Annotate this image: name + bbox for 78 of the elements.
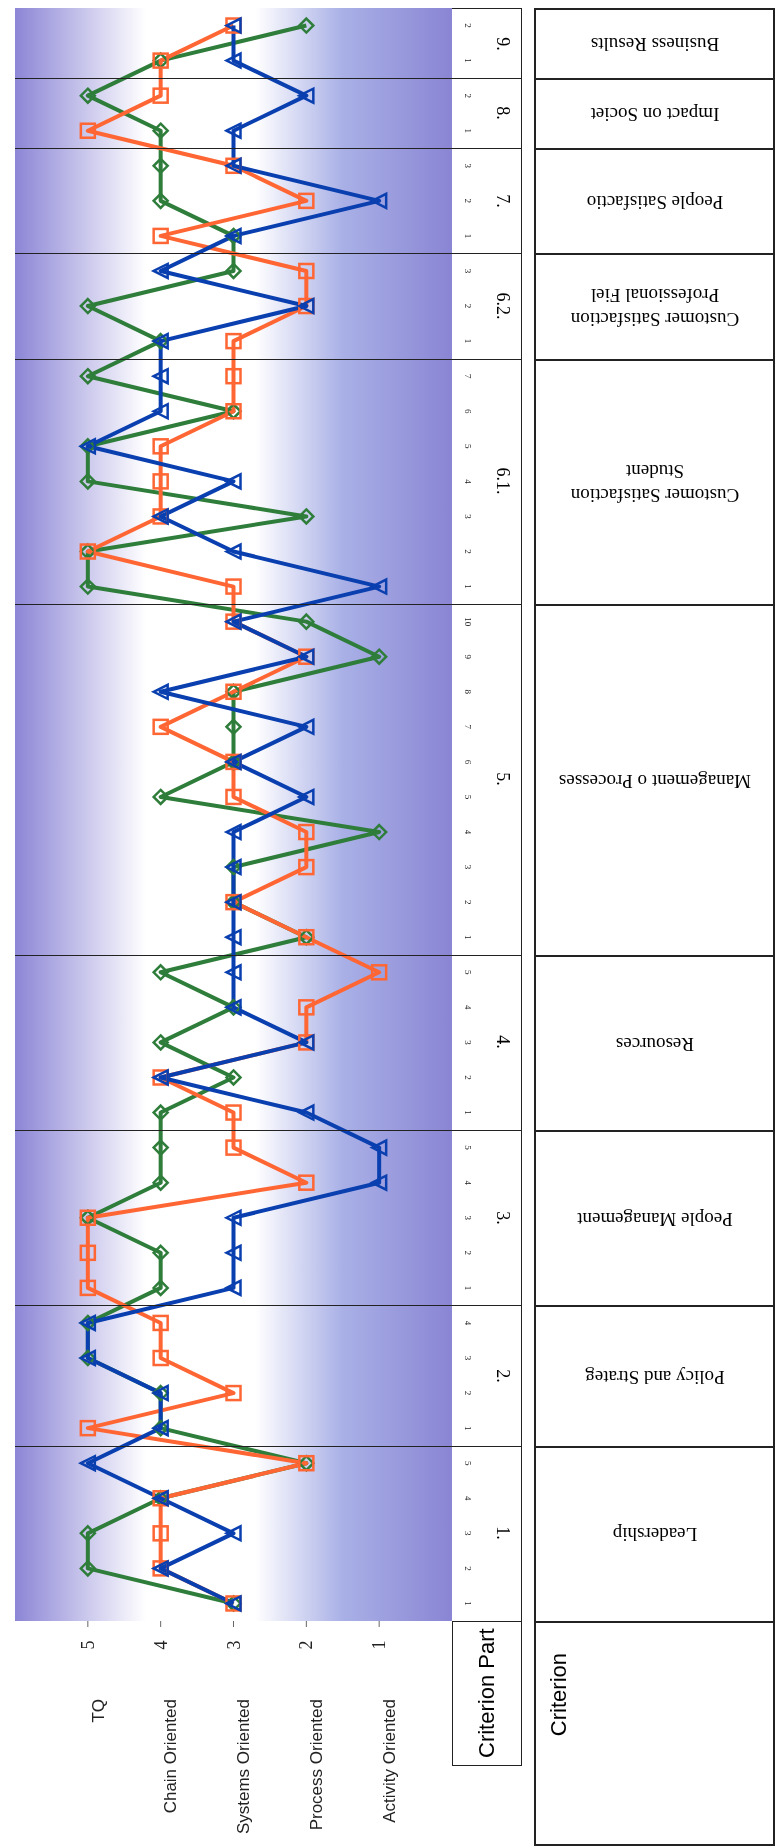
y-tick-label: 3	[463, 1531, 473, 1537]
y-tick-label: 2	[463, 1250, 473, 1256]
y-tick-label: 4	[463, 1180, 473, 1186]
y-tick-label: 7	[463, 373, 473, 379]
text: Customer Satisfaction Professional Fiel	[569, 284, 740, 331]
text: 1.	[492, 1525, 514, 1543]
y-tick-label: 1	[463, 1110, 473, 1115]
text: 7.	[492, 193, 514, 210]
y-tick-label: 1	[463, 233, 473, 239]
text: Process Oriented	[306, 1699, 328, 1831]
y-tick-label: 3	[463, 163, 473, 169]
y-tick-label: 2	[463, 1075, 473, 1080]
text: 6.2.	[492, 292, 514, 320]
y-tick-label: 3	[463, 864, 473, 870]
x-tick-label: 1	[369, 1640, 390, 1650]
text: Systems Oriented	[233, 1699, 255, 1835]
y-tick-label: 5	[463, 794, 473, 800]
text: 9.	[492, 36, 514, 53]
text: TQ	[87, 1699, 109, 1723]
x-tick-label: 5	[77, 1640, 98, 1650]
y-tick-label: 5	[463, 444, 473, 450]
text: People Management	[575, 1207, 734, 1231]
y-tick-label: 4	[463, 1320, 473, 1326]
y-tick-label: 2	[463, 198, 473, 204]
x-tick-label: 2	[296, 1640, 317, 1650]
y-tick-label: 6	[463, 409, 473, 414]
text: People Satisfactio	[585, 190, 724, 214]
y-tick-label: 4	[463, 479, 473, 485]
text: 6.1.	[492, 467, 514, 495]
y-tick-label: 1	[463, 584, 473, 589]
y-tick-label: 1	[463, 1285, 473, 1291]
text: 2.	[492, 1367, 514, 1385]
text: 4.	[492, 1034, 514, 1052]
y-tick-label: 3	[463, 1215, 473, 1221]
y-tick-label: 9	[463, 654, 473, 660]
y-tick-label: 4	[463, 829, 473, 835]
text: Resources	[614, 1032, 695, 1056]
y-tick-label: 5	[463, 970, 473, 976]
text: Business Results	[589, 32, 720, 56]
y-tick-label: 10	[463, 617, 473, 627]
y-tick-label: 3	[463, 1355, 473, 1361]
y-tick-label: 6	[463, 759, 473, 765]
y-tick-label: 2	[463, 549, 473, 554]
text: 3.	[492, 1210, 514, 1227]
y-tick-label: 2	[463, 1390, 473, 1396]
y-tick-label: 2	[463, 23, 473, 28]
y-tick-label: 1	[463, 58, 473, 63]
y-tick-label: 3	[463, 268, 473, 274]
y-tick-label: 1	[463, 1425, 473, 1431]
y-tick-label: 1	[463, 934, 473, 940]
text: Policy and Strateg	[583, 1365, 726, 1389]
y-tick-label: 2	[463, 1566, 473, 1571]
y-tick-label: 8	[463, 689, 473, 695]
y-tick-label: 4	[463, 1005, 473, 1011]
y-tick-label: 3	[463, 514, 473, 520]
text: 8.	[492, 105, 514, 122]
text: 5.	[492, 771, 514, 789]
y-tick-label: 2	[463, 303, 473, 309]
x-tick-label: 4	[150, 1640, 171, 1650]
x-tick-label: 3	[223, 1640, 244, 1650]
y-tick-label: 5	[463, 1460, 473, 1466]
text: Activity Oriented	[379, 1699, 401, 1823]
text: Impact on Societ	[589, 103, 720, 127]
y-tick-label: 7	[463, 724, 473, 730]
y-tick-label: 2	[463, 93, 473, 98]
y-tick-label: 1	[463, 1601, 473, 1606]
y-tick-label: 2	[463, 899, 473, 905]
y-axis-title: Criterion Part	[473, 1628, 500, 1759]
text: Customer Satisfaction Student	[569, 459, 740, 507]
text: Criterion	[546, 1653, 572, 1737]
y-tick-label: 3	[463, 1040, 473, 1046]
text: Chain Oriented	[160, 1699, 182, 1814]
text: Leadership	[611, 1523, 698, 1547]
y-tick-label: 1	[463, 128, 473, 133]
y-tick-label: 1	[463, 338, 473, 344]
y-tick-label: 4	[463, 1496, 473, 1502]
text: Management o Processes	[557, 769, 752, 793]
y-tick-label: 5	[463, 1145, 473, 1151]
